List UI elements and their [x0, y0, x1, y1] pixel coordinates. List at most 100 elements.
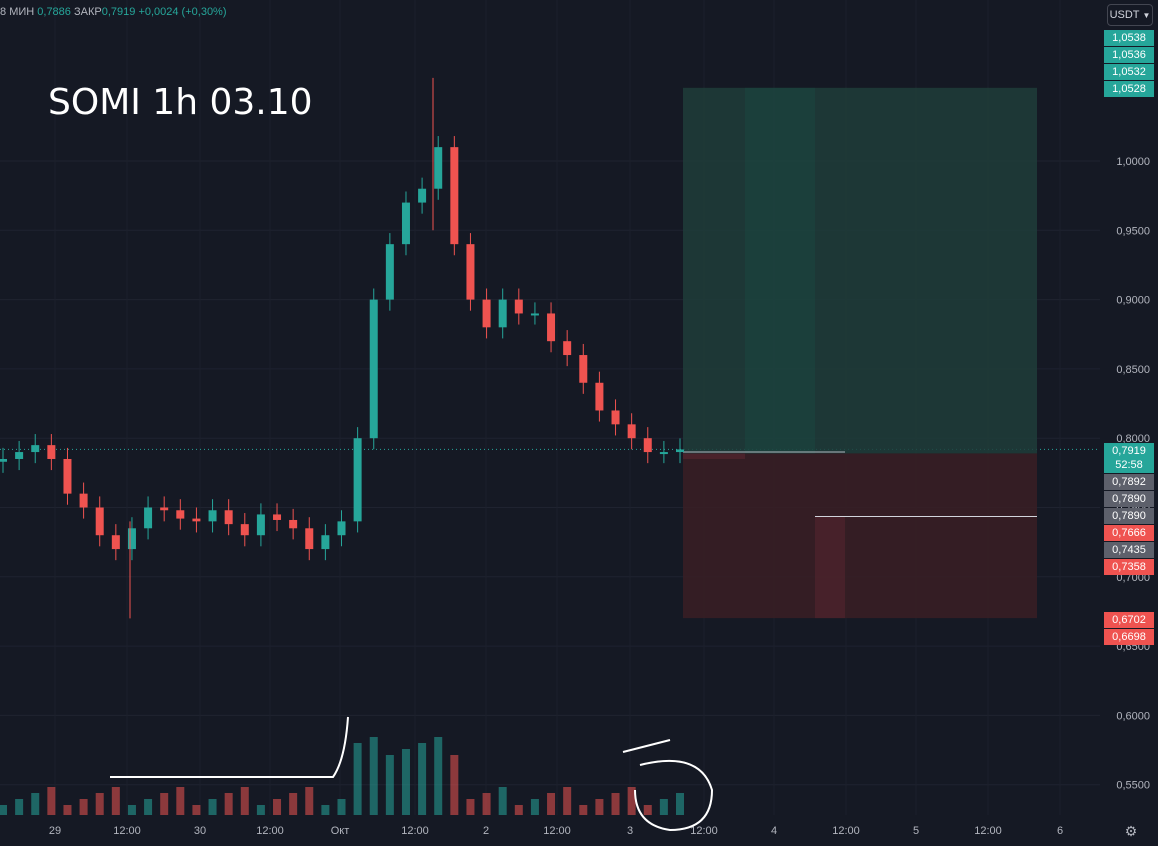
change-value: +0,0024 (+0,30%) — [138, 6, 227, 18]
candle-body — [192, 518, 201, 522]
volume-bar — [482, 793, 491, 815]
volume-bar — [385, 755, 394, 815]
price-tag: 0,7435 — [1104, 542, 1154, 558]
volume-bar — [514, 805, 523, 815]
time-tick-label: Окт — [331, 825, 350, 837]
time-tick-label: 29 — [49, 825, 61, 837]
volume-bar — [240, 787, 249, 815]
candle-body — [563, 341, 572, 356]
price-tag: 0,7890 — [1104, 491, 1154, 507]
volume-bar — [63, 805, 72, 815]
volume-bar — [563, 787, 572, 815]
price-tag: 0,7919 — [1104, 443, 1154, 459]
volume-bar — [31, 793, 40, 815]
stop-loss-zone-inner — [683, 453, 745, 459]
gear-icon[interactable]: ⚙ — [1124, 823, 1138, 839]
candle-body — [63, 458, 72, 494]
time-tick-label: 2 — [483, 825, 489, 837]
volume-bar — [111, 787, 120, 815]
volume-bar — [127, 805, 136, 815]
volume-bar — [224, 793, 233, 815]
candle-body — [15, 452, 24, 459]
candle-body — [514, 299, 523, 314]
time-tick-label: 30 — [194, 825, 206, 837]
hand-drawn-line — [110, 716, 349, 778]
candle-body — [369, 299, 378, 439]
price-tag: 52:58 — [1104, 457, 1154, 473]
candle-body — [450, 147, 459, 245]
price-tag: 0,7890 — [1104, 508, 1154, 524]
candle-body — [305, 528, 314, 550]
chart-grid — [0, 160, 1100, 786]
low-value: 0,7886 — [37, 6, 71, 18]
volume-bar — [289, 793, 298, 815]
volume-bar — [498, 787, 507, 815]
price-tick-label: 0,9000 — [1116, 295, 1150, 307]
candle-body — [79, 493, 88, 508]
candle-body — [31, 445, 40, 453]
user-drawings — [110, 716, 714, 832]
candles — [0, 77, 684, 619]
candle-body — [659, 452, 668, 455]
volume-bar — [401, 749, 410, 815]
volume-bar — [579, 805, 588, 815]
currency-select[interactable]: USDT ▼ — [1107, 4, 1153, 26]
price-tag: 1,0528 — [1104, 81, 1154, 97]
volume-bar — [47, 787, 56, 815]
volume-bar — [305, 787, 314, 815]
candle-body — [385, 244, 394, 300]
price-tag: 0,7358 — [1104, 559, 1154, 575]
candle-body — [579, 355, 588, 383]
price-tick-label: 1,0000 — [1116, 156, 1150, 168]
price-tick-label: 0,5500 — [1116, 780, 1150, 792]
close-value: 0,7919 — [101, 6, 136, 18]
close-label: ЗАКР — [73, 6, 102, 18]
candle-body — [676, 449, 684, 453]
candle-body — [530, 313, 539, 316]
candle-body — [273, 514, 282, 520]
candle-body — [498, 299, 507, 328]
price-tick-label: 0,8500 — [1116, 364, 1150, 376]
candle-body — [353, 438, 362, 522]
volume-bar — [321, 805, 330, 815]
candle-body — [224, 510, 233, 525]
candle-body — [337, 521, 346, 536]
take-profit-zone — [683, 87, 1037, 454]
time-tick-label: 4 — [771, 825, 777, 837]
low-label: МИН — [9, 6, 35, 18]
time-tick-label: 12:00 — [401, 825, 429, 837]
volume-bar — [337, 799, 346, 815]
volume-bar — [659, 799, 668, 815]
take-profit-zone-inner — [745, 87, 815, 454]
time-tick-label: 12:00 — [690, 825, 718, 837]
candle-body — [0, 458, 7, 462]
candle-body — [321, 535, 330, 550]
volume-bar — [273, 799, 282, 815]
ohlc-header: 8 МИН 0,7886 ЗАКР0,7919 +0,0024 (+0,30%) — [0, 6, 227, 18]
currency-label: USDT — [1109, 9, 1140, 21]
volume-bar — [160, 793, 169, 815]
volume-bar — [79, 799, 88, 815]
volume-bar — [530, 799, 539, 815]
position-box — [683, 87, 1037, 619]
price-tag: 0,7666 — [1104, 525, 1154, 541]
volume-bar — [369, 737, 378, 815]
volume-bar — [434, 737, 443, 815]
candle-body — [482, 299, 491, 328]
price-tag: 1,0536 — [1104, 47, 1154, 63]
volume-bar — [643, 805, 652, 815]
candle-body — [240, 524, 249, 536]
candle-body — [208, 510, 217, 522]
price-tag: 0,7892 — [1104, 474, 1154, 490]
volume-bar — [450, 755, 459, 815]
candle-body — [111, 535, 120, 550]
stop-loss-zone-inner — [815, 516, 845, 619]
price-tick-label: 0,9500 — [1116, 225, 1150, 237]
candle-body — [160, 507, 169, 511]
time-tick-label: 12:00 — [974, 825, 1002, 837]
candle-body — [289, 519, 298, 529]
volume-bar — [547, 793, 556, 815]
time-tick-label: 5 — [913, 825, 919, 837]
volume-bar — [676, 793, 684, 815]
